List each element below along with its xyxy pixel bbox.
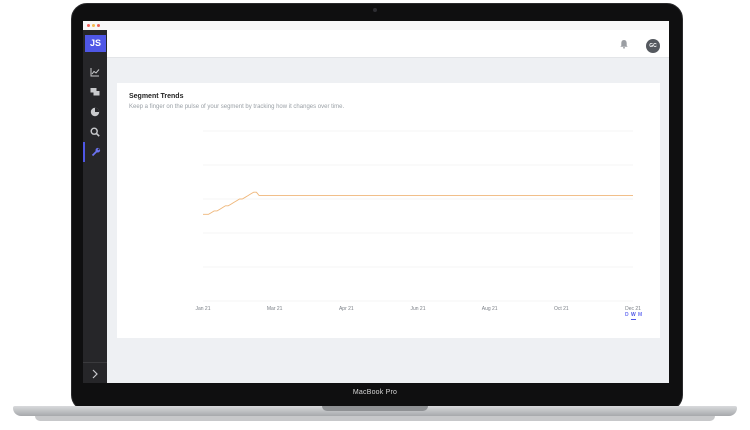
window-titlebar — [83, 21, 669, 30]
sidebar: JS — [83, 30, 107, 383]
sidebar-item-segments[interactable] — [83, 102, 107, 122]
legend-w[interactable]: W — [631, 312, 636, 318]
window-minimize-dot[interactable] — [92, 24, 95, 27]
x-tick-label: Oct 21 — [554, 306, 569, 312]
series-line-0 — [203, 191, 633, 215]
window-close-dot[interactable] — [87, 24, 90, 27]
segment-trends-card: Segment Trends Keep a finger on the puls… — [117, 83, 660, 338]
x-tick-label: Aug 21 — [482, 306, 498, 312]
card-title: Segment Trends — [129, 93, 184, 100]
legend-m[interactable]: M — [638, 312, 643, 318]
card-subtitle: Keep a finger on the pulse of your segme… — [129, 104, 345, 110]
x-tick-label: Mar 21 — [267, 306, 283, 312]
x-tick-label: Apr 21 — [339, 306, 354, 312]
camera-dot — [373, 8, 377, 12]
x-tick-label: Jun 21 — [410, 306, 425, 312]
sidebar-item-conversations[interactable] — [83, 82, 107, 102]
sidebar-item-trends[interactable] — [83, 62, 107, 82]
bell-icon[interactable] — [619, 39, 629, 49]
user-avatar[interactable]: GC — [646, 39, 660, 53]
wrench-icon — [91, 147, 101, 157]
x-tick-label: Jan 21 — [195, 306, 210, 312]
legend-d[interactable]: D — [625, 312, 629, 318]
search-icon — [90, 127, 100, 137]
sidebar-item-tools[interactable] — [83, 142, 107, 162]
line-chart-icon — [90, 68, 100, 77]
app-screen: JS — [83, 21, 669, 383]
laptop-base-shadow — [35, 416, 715, 421]
legend-selected-underline — [631, 319, 636, 320]
sidebar-expand-button[interactable] — [83, 362, 107, 383]
chevron-right-icon — [92, 369, 98, 379]
chat-bubbles-icon — [90, 88, 100, 96]
laptop-base — [13, 406, 737, 416]
window-maximize-dot[interactable] — [97, 24, 100, 27]
segment-trends-chart: Jan 21 Mar 21 Apr 21 Jun 21 Aug 21 Oct 21 Dec … — [195, 130, 641, 312]
sidebar-item-search[interactable] — [83, 122, 107, 142]
top-header — [107, 30, 669, 58]
pie-chart-icon — [90, 107, 100, 117]
app-logo[interactable]: JS — [85, 35, 106, 52]
device-label: MacBook Pro — [352, 389, 398, 396]
laptop-base-notch — [322, 406, 428, 411]
x-tick-label: Dec 21 — [625, 306, 641, 312]
